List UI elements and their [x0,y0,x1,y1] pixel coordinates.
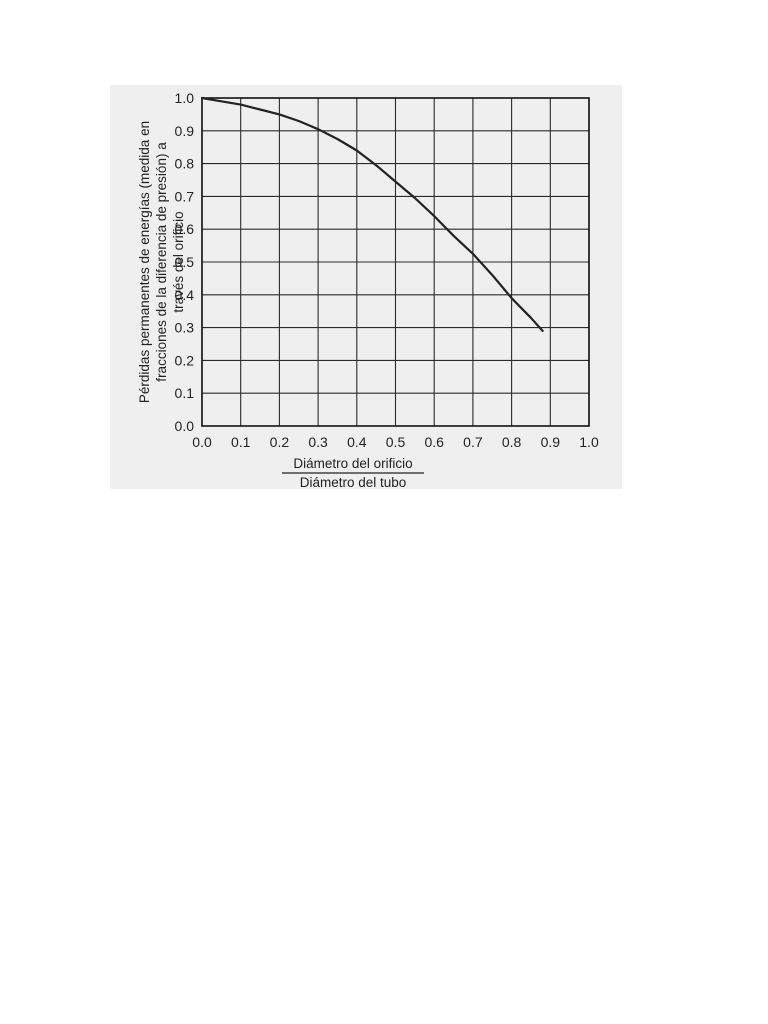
x-axis-label: Diámetro del orificio Diámetro del tubo [282,456,424,489]
y-axis-label-line: fracciones de la diferencia de presión) … [154,142,169,382]
x-tick-label: 0.6 [424,434,444,450]
y-axis-label: Pérdidas permanentes de energías (medida… [137,121,186,403]
y-axis-label-line: través del orificio [171,211,186,312]
x-tick-label: 0.3 [308,434,328,450]
x-tick-label: 0.2 [270,434,290,450]
x-tick-labels: 0.0 0.1 0.2 0.3 0.4 0.5 0.6 0.7 0.8 0.9 1.0 [192,434,599,450]
y-tick-labels: 0.0 0.1 0.2 0.3 0.4 0.5 0.6 0.7 0.8 0.9 1.0 [175,90,195,434]
x-tick-label: 0.4 [347,434,367,450]
y-tick-label: 0.4 [175,287,195,303]
y-tick-label: 0.0 [175,418,195,434]
y-tick-label: 0.3 [175,320,195,336]
y-axis-label-line: Pérdidas permanentes de energías (medida… [137,121,152,403]
y-tick-label: 0.9 [175,123,195,139]
x-axis-label-denominator: Diámetro del tubo [300,475,407,489]
x-tick-label: 0.0 [192,434,212,450]
x-tick-label: 0.7 [463,434,483,450]
y-tick-label: 0.5 [175,254,195,270]
chart-figure: 0.0 0.1 0.2 0.3 0.4 0.5 0.6 0.7 0.8 0.9 1.0 0.0 0.1… [110,85,622,489]
y-tick-label: 0.8 [175,156,195,172]
x-axis-label-numerator: Diámetro del orificio [293,456,412,471]
x-tick-label: 0.8 [502,434,522,450]
x-tick-label: 0.5 [386,434,406,450]
y-tick-label: 1.0 [175,90,195,106]
series-line-0 [200,96,544,332]
y-tick-label: 0.6 [175,221,195,237]
grid [201,97,590,427]
chart-svg: 0.0 0.1 0.2 0.3 0.4 0.5 0.6 0.7 0.8 0.9 1.0 0.0 0.1… [137,90,599,489]
series-layer [200,96,544,332]
y-axis-label-text: Pérdidas permanentes de energías (medida… [137,121,186,403]
x-tick-label: 0.9 [541,434,561,450]
plot-frame [201,97,590,427]
x-tick-label: 1.0 [579,434,599,450]
y-tick-label: 0.2 [175,352,195,368]
plot-border [201,97,590,427]
y-tick-label: 0.1 [175,385,195,401]
y-tick-label: 0.7 [175,188,195,204]
x-tick-label: 0.1 [231,434,251,450]
